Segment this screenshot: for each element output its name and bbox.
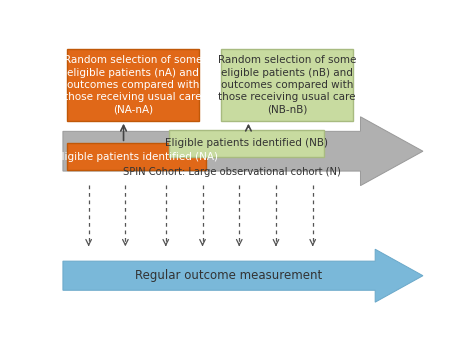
- Text: Regular outcome measurement: Regular outcome measurement: [135, 269, 322, 282]
- Text: Eligible patients identified (NB): Eligible patients identified (NB): [165, 138, 328, 148]
- Text: Eligible patients identified (NA): Eligible patients identified (NA): [55, 151, 218, 161]
- FancyBboxPatch shape: [66, 143, 206, 170]
- Polygon shape: [63, 249, 423, 302]
- Polygon shape: [63, 117, 423, 186]
- FancyBboxPatch shape: [66, 49, 199, 121]
- Text: Random selection of some
eligible patients (nB) and
outcomes compared with
those: Random selection of some eligible patien…: [218, 55, 356, 115]
- FancyBboxPatch shape: [169, 130, 324, 157]
- Text: SPIN Cohort: Large observational cohort (N): SPIN Cohort: Large observational cohort …: [123, 166, 341, 176]
- FancyBboxPatch shape: [221, 49, 353, 121]
- Text: Random selection of some
eligible patients (nA) and
outcomes compared with
those: Random selection of some eligible patien…: [64, 55, 202, 115]
